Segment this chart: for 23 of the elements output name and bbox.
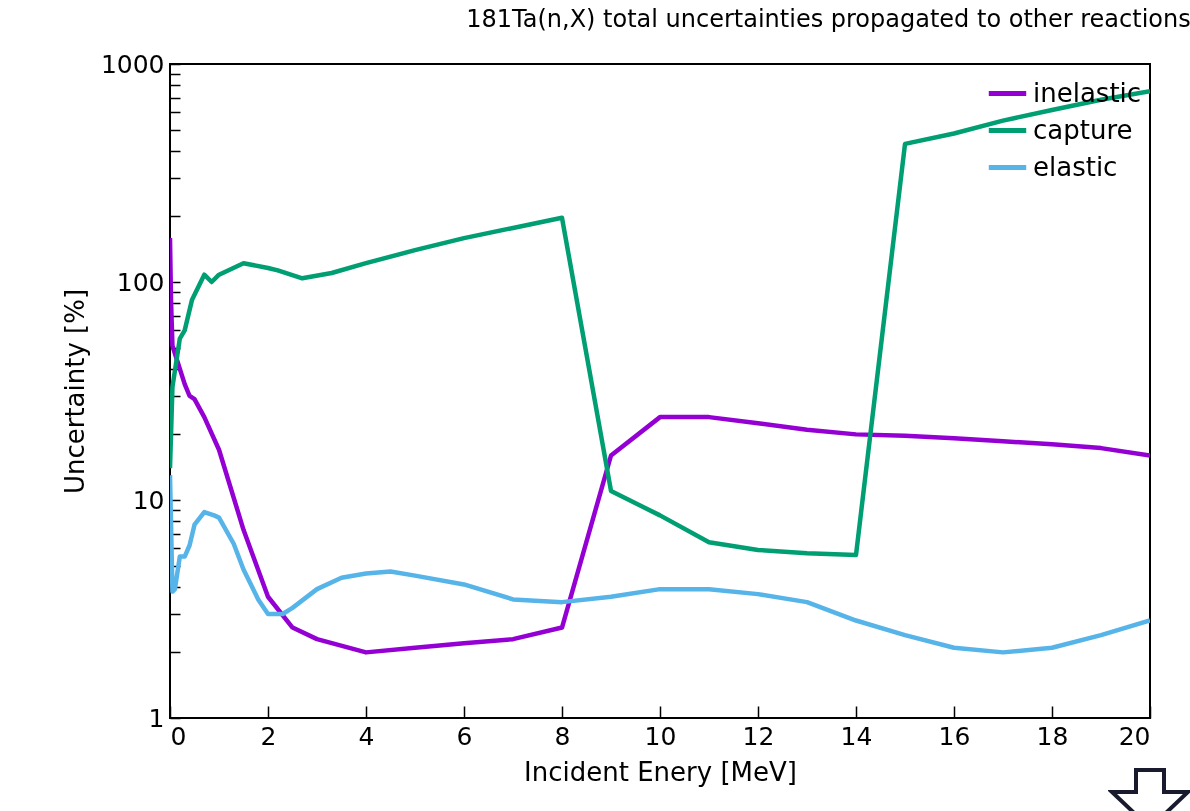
y-tick-label: 1000 [100, 49, 165, 79]
y-tick-label: 100 [116, 267, 165, 297]
x-tick-label: 12 [742, 721, 775, 751]
x-tick-label: 20 [1118, 721, 1151, 751]
x-tick-label: 18 [1036, 721, 1069, 751]
legend-label: inelastic [1033, 77, 1142, 108]
legend-label: elastic [1033, 151, 1118, 182]
y-tick-label: 10 [132, 485, 165, 515]
x-tick-label: 2 [260, 721, 277, 751]
x-tick-label: 6 [456, 721, 473, 751]
x-tick-label: 16 [938, 721, 971, 751]
x-tick-label: 10 [644, 721, 677, 751]
x-axis-title: Incident Enery [MeV] [524, 756, 797, 787]
chart-title: 181Ta(n,X) total uncertainties propagated to other reactions [466, 5, 1190, 33]
legend-label: capture [1033, 114, 1133, 145]
line-series [170, 235, 1150, 655]
y-tick-label: 1 [148, 703, 165, 733]
line-series [170, 472, 1150, 655]
x-tick-label: 14 [840, 721, 873, 751]
x-tick-label: 4 [358, 721, 375, 751]
x-tick-label: 0 [170, 721, 187, 751]
x-tick-label: 8 [554, 721, 571, 751]
y-axis-title: Uncertainty [%] [59, 288, 90, 495]
